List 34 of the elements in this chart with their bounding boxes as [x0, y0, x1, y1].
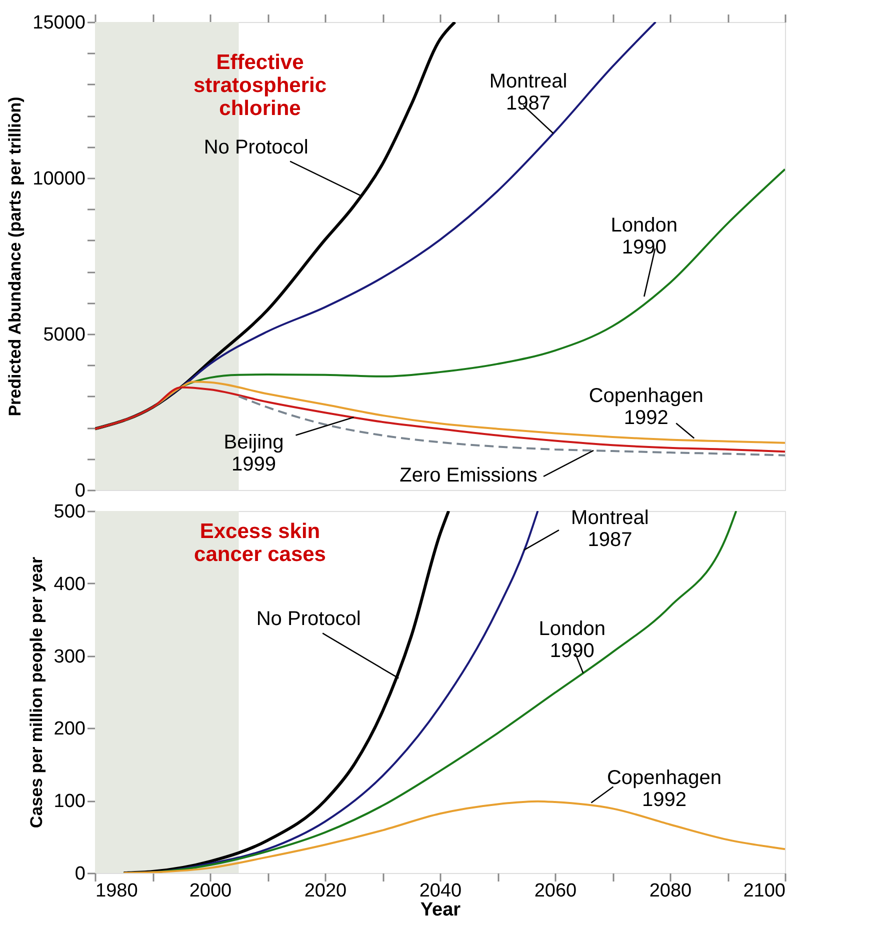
- x-tick-label: 2060: [534, 880, 577, 902]
- line-series: [122, 511, 450, 873]
- annotation: London 1990: [610, 214, 678, 259]
- y-tick-label: 400: [54, 574, 86, 595]
- x-tick-label: 2080: [649, 880, 692, 902]
- y-tick-label: 0: [74, 480, 86, 502]
- annotation: No Protocol: [204, 136, 308, 158]
- line-series: [95, 386, 785, 453]
- y-tick-label: 5000: [43, 324, 86, 346]
- x-axis-title: Year: [420, 900, 462, 920]
- annotation: Beijing 1999: [224, 431, 284, 476]
- y-tick-label: 300: [54, 646, 86, 668]
- x-tick-label: 2020: [304, 880, 347, 902]
- annotation: London 1990: [538, 618, 606, 662]
- annotation: Copenhagen 1992: [588, 385, 704, 430]
- x-tick-label: 2040: [419, 880, 462, 902]
- y-tick-label: 15000: [32, 12, 86, 34]
- y-tick-label: 500: [54, 502, 86, 522]
- y-axis-title: Cases per million people per year: [26, 556, 46, 828]
- y-tick-label: 10000: [32, 168, 86, 190]
- annotation: Montreal 1987: [489, 70, 568, 114]
- x-tick-label: 1980: [96, 880, 138, 902]
- text: Effective stratospheric chlorine: [193, 51, 327, 120]
- annotation: Montreal 1987: [571, 507, 649, 552]
- y-tick-label: 0: [74, 864, 86, 884]
- annotation: Zero Emissions: [400, 464, 538, 486]
- x-tick-label: 2000: [189, 880, 232, 902]
- x-tick-label: 2100: [743, 880, 786, 902]
- annotation: No Protocol: [256, 608, 361, 630]
- y-axis-title: Predicted Abundance (parts per trillion): [6, 96, 25, 416]
- y-tick-label: 200: [54, 718, 86, 740]
- y-tick-label: 100: [54, 791, 86, 812]
- annotation: Copenhagen 1992: [606, 766, 722, 811]
- text: Excess skin cancer cases: [194, 520, 326, 566]
